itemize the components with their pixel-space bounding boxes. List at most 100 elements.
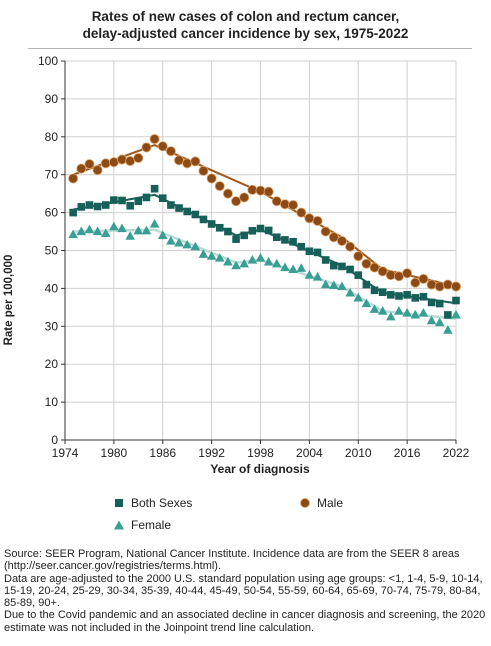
female-point: [76, 226, 87, 236]
female-point: [255, 253, 266, 262]
x-tick-label: 1974: [52, 446, 79, 460]
y-tick-label: 10: [45, 395, 59, 409]
male-point: [369, 262, 380, 273]
source-note-1: Source: SEER Program, National Cancer In…: [4, 548, 460, 573]
male-point: [336, 236, 347, 247]
both-sexes-point: [183, 207, 191, 216]
both-sexes-point: [248, 226, 257, 235]
male-point: [92, 165, 103, 176]
both-sexes-point: [110, 196, 118, 204]
both-sexes-point: [191, 210, 200, 219]
male-point: [182, 158, 193, 169]
female-point: [247, 254, 258, 264]
both-sexes-point: [175, 204, 183, 212]
male-point: [385, 270, 396, 281]
both-sexes-point: [321, 256, 330, 264]
female-point: [418, 308, 429, 317]
male-point: [68, 173, 79, 184]
male-point: [418, 273, 429, 284]
male-point: [402, 268, 413, 279]
female-point: [410, 309, 421, 319]
chart-title-line2: delay-adjusted cancer incidence by sex, …: [82, 26, 409, 41]
female-point: [149, 218, 160, 228]
x-tick-label: 2016: [394, 446, 421, 460]
legend-label-both-sexes: Both Sexes: [131, 496, 193, 510]
female-point: [280, 262, 290, 272]
male-point: [345, 241, 356, 252]
y-tick-label: 90: [45, 92, 59, 106]
x-tick-label: 2022: [443, 446, 470, 460]
both-sexes-point: [411, 294, 420, 302]
both-sexes-point: [224, 227, 232, 236]
female-point: [402, 308, 412, 317]
female-point: [166, 236, 176, 245]
female-point: [426, 315, 437, 325]
female-point: [263, 256, 274, 266]
triangle-marker-icon: [114, 520, 124, 530]
both-sexes-point: [142, 193, 151, 202]
male-point: [320, 226, 331, 237]
female-point: [271, 258, 282, 268]
female-point: [239, 258, 250, 268]
male-point: [288, 200, 299, 211]
y-tick-label: 100: [38, 54, 58, 68]
male-point: [426, 279, 437, 290]
both-sexes-point: [101, 201, 110, 209]
male-point: [361, 258, 372, 269]
female-point: [133, 225, 144, 235]
male-point: [410, 277, 421, 288]
female-point: [386, 311, 396, 321]
female-point: [296, 263, 307, 272]
both-sexes-point: [378, 288, 387, 296]
male-point: [434, 281, 445, 292]
both-sexes-point: [444, 311, 452, 319]
title-divider: [28, 48, 472, 49]
male-point: [353, 251, 364, 262]
both-sexes-point: [199, 215, 208, 224]
both-sexes-point: [330, 261, 338, 270]
male-point: [117, 154, 128, 165]
male-point: [255, 185, 266, 196]
y-tick-label: 70: [45, 168, 59, 182]
male-point: [141, 142, 152, 153]
y-tick-label: 50: [45, 244, 59, 258]
female-point: [361, 298, 372, 308]
x-tick-label: 1980: [101, 446, 128, 460]
male-point: [214, 181, 225, 192]
gridlines: [65, 60, 457, 440]
female-point: [353, 292, 364, 302]
source-note-3: Due to the Covid pandemic and an associa…: [4, 609, 486, 634]
female-point: [206, 251, 217, 260]
both-sexes-point: [313, 248, 322, 257]
x-tick-label: 1986: [149, 446, 176, 460]
female-point: [312, 272, 323, 281]
male-point: [157, 141, 168, 152]
both-sexes-point: [126, 201, 134, 210]
male-point: [442, 279, 453, 290]
legend-label-male: Male: [317, 496, 344, 510]
female-point: [231, 260, 241, 270]
female-point: [84, 224, 95, 234]
legend-item-female: Female: [113, 518, 171, 532]
female-point: [174, 237, 184, 247]
legend-item-male: Male: [299, 496, 343, 510]
both-sexes-point: [272, 233, 281, 242]
female-point: [214, 253, 225, 262]
male-point: [328, 232, 339, 243]
both-sexes-point: [452, 296, 460, 305]
male-point: [231, 196, 242, 207]
y-axis-label: Rate per 100,000: [3, 255, 15, 346]
male-point: [263, 186, 274, 197]
female-point: [223, 256, 233, 266]
data-points: [68, 134, 461, 334]
male-point: [149, 134, 160, 145]
chart-title: Rates of new cases of colon and rectum c…: [0, 8, 491, 42]
female-point: [141, 225, 152, 235]
female-point: [329, 280, 339, 289]
axes: 0 10 20 30 40 50 60 70 80 90 100 1974 1980 1986 1992 19…: [38, 54, 470, 460]
female-point: [157, 230, 168, 239]
both-sexes-point: [264, 226, 273, 235]
male-point: [239, 192, 250, 203]
both-sexes-point: [338, 262, 346, 271]
female-point: [288, 264, 298, 274]
